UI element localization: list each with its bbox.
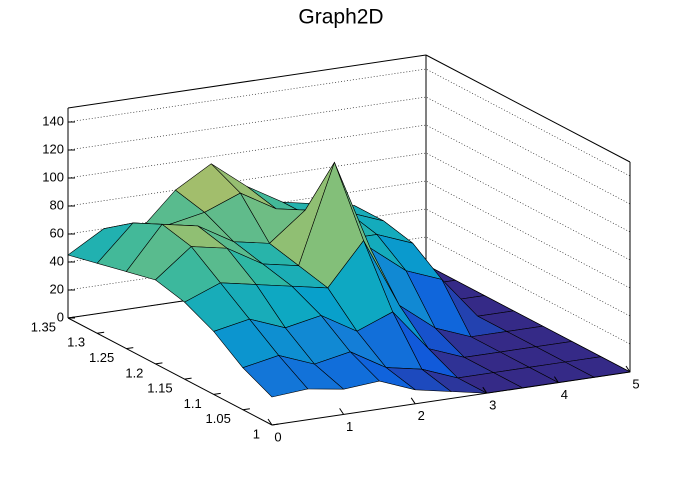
x-tick	[267, 418, 273, 426]
z-tick-label: 40	[50, 253, 64, 268]
z-tick-label: 120	[42, 141, 64, 156]
y-tick-label: 1	[253, 426, 260, 441]
y-tick	[155, 362, 163, 365]
y-tick	[97, 331, 105, 334]
z-tick-label: 100	[42, 169, 64, 184]
y-tick	[126, 347, 134, 350]
x-tick-label: 3	[489, 398, 496, 413]
x-tick-label: 5	[632, 376, 639, 391]
y-tick-label: 1.2	[125, 365, 143, 380]
grid-line	[67, 124, 631, 233]
y-axis	[67, 317, 273, 426]
y-tick-label: 1.15	[147, 381, 172, 396]
y-tick-label: 1.3	[67, 335, 85, 350]
grid-line	[67, 96, 631, 205]
x-axis	[271, 371, 631, 426]
y-tick	[271, 423, 280, 426]
y-tick-label: 1.25	[89, 350, 114, 365]
x-tick-label: 4	[561, 387, 568, 402]
z-tick-label: 20	[50, 281, 64, 296]
y-tick-label: 1.35	[31, 319, 56, 334]
y-tick	[67, 316, 76, 319]
surface-cell	[242, 355, 309, 398]
y-tick	[242, 408, 250, 411]
z-tick-label: 140	[42, 113, 64, 128]
z-tick-label: 80	[50, 197, 64, 212]
x-tick-label: 1	[346, 419, 353, 434]
x-tick	[339, 408, 345, 415]
y-tick-label: 1.1	[184, 396, 202, 411]
x-tick-label: 2	[418, 408, 425, 423]
z-tick-label: 0	[57, 309, 64, 324]
y-tick	[213, 392, 221, 395]
box-edge	[67, 54, 427, 109]
z-tick-label: 60	[50, 225, 64, 240]
y-tick-label: 1.05	[206, 411, 231, 426]
x-tick	[410, 397, 416, 405]
x-tick	[625, 365, 631, 373]
box-edge	[425, 54, 631, 163]
y-tick	[184, 377, 192, 380]
grid-line	[67, 68, 631, 177]
x-tick-label: 0	[274, 429, 281, 444]
chart-title: Graph2D	[298, 6, 383, 29]
x-tick	[553, 376, 559, 383]
x-tick	[482, 386, 488, 394]
